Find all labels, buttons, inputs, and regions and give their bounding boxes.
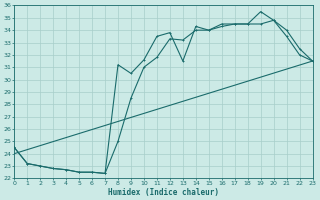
X-axis label: Humidex (Indice chaleur): Humidex (Indice chaleur) — [108, 188, 219, 197]
